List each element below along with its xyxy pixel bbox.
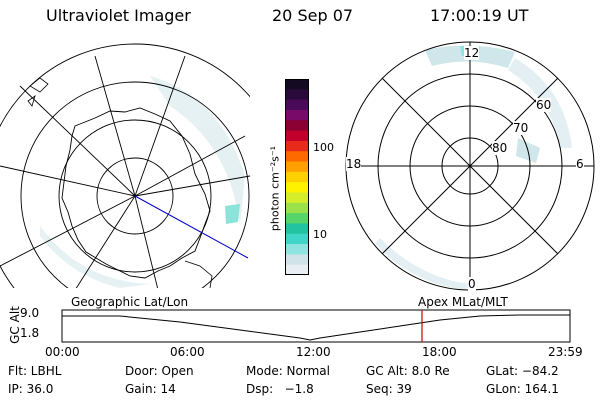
date-label: 20 Sep 07 [272,6,354,25]
magnetic-polar-dial [345,41,595,291]
mlat-label-80: 80 [492,141,508,155]
timeline-xtick-2: 12:00 [296,345,331,359]
timeline-ytick-top: 9.0 [20,306,40,320]
colorbar-band [285,244,309,255]
timeline-ytick-bottom: 1.8 [20,326,40,340]
colorbar-band [285,182,309,193]
colorbar-band [285,99,309,111]
info-seq: Seq: 39 [366,382,412,396]
colorbar-band [285,254,309,266]
colorbar-band [285,120,309,132]
mlt-label-0: 0 [468,277,476,291]
info-glon: GLon: 164.1 [486,382,559,396]
colorbar-unit-label: photon cm⁻²s⁻¹ [268,145,282,232]
timeline-xtick-0: 00:00 [45,345,80,359]
info-door: Door: Open [125,364,194,378]
colorbar-band [285,202,309,214]
apex-map-label: Apex MLat/MLT [418,295,508,309]
dayside-meridian [134,195,249,259]
aurora-emission-right [375,45,572,290]
info-dsp: Dsp: −1.8 [246,382,314,396]
colorbar-band [285,223,309,235]
info-glat: GLat: −84.2 [486,364,559,378]
colorbar-band [285,161,309,173]
timeline-xtick-1: 06:00 [170,345,205,359]
colorbar-tick-10: 10 [313,228,327,241]
info-gc-alt: GC Alt: 8.0 Re [366,364,450,378]
aurora-emission-left [40,76,245,288]
colorbar-band [285,213,309,224]
colorbar [285,79,309,275]
timeline-xtick-3: 18:00 [422,345,457,359]
colorbar-band [285,233,309,245]
mlt-label-6: 6 [576,157,584,171]
info-ip: IP: 36.0 [8,382,54,396]
time-label: 17:00:19 UT [430,6,529,25]
colorbar-band [285,171,309,183]
colorbar-band [285,140,309,152]
info-flt: Flt: LBHL [8,364,62,378]
colorbar-band [285,192,309,204]
colorbar-band [285,264,309,275]
mlt-label-18: 18 [346,157,362,171]
coastline [61,107,211,279]
info-gain: Gain: 14 [125,382,176,396]
info-mode: Mode: Normal [246,364,330,378]
colorbar-band [285,89,309,101]
colorbar-band [285,109,309,121]
mlat-label-60: 60 [536,98,552,112]
colorbar-tick-100: 100 [313,141,334,154]
mlat-label-70: 70 [513,121,529,135]
colorbar-band [285,151,309,163]
timeline-plot [61,309,571,343]
mlt-label-12: 12 [464,46,480,60]
app-title: Ultraviolet Imager [46,6,191,25]
timeline-xtick-4: 23:59 [548,345,583,359]
colorbar-band [285,79,309,90]
colorbar-band [285,130,309,142]
geographic-map-label: Geographic Lat/Lon [71,295,189,309]
geographic-map [0,43,250,288]
